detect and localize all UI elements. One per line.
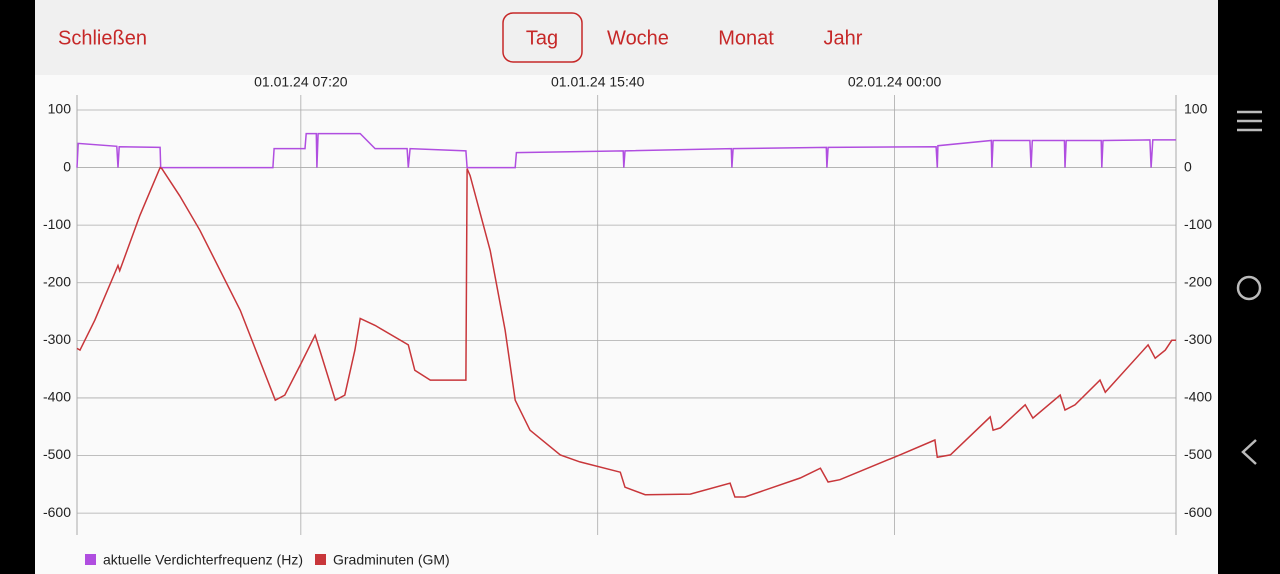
y-tick-label: -600: [43, 504, 71, 520]
x-tick-label: 01.01.24 15:40: [551, 74, 645, 90]
y-tick-label: -400: [43, 389, 71, 405]
series-line: [76, 132, 1176, 169]
legend-swatch: [315, 554, 326, 565]
tab[interactable]: Monat: [718, 27, 774, 49]
legend-label: Gradminuten (GM): [333, 552, 450, 568]
chart-area: [35, 75, 1218, 574]
y-tick-label: -300: [43, 331, 71, 347]
y2-tick-label: -400: [1184, 389, 1212, 405]
y-tick-label: 100: [48, 101, 72, 117]
home-icon[interactable]: [1236, 275, 1262, 301]
close-button[interactable]: Schließen: [58, 27, 147, 49]
y2-tick-label: -300: [1184, 331, 1212, 347]
y2-tick-label: -600: [1184, 504, 1212, 520]
legend-swatch: [85, 554, 96, 565]
y-tick-label: 0: [63, 158, 71, 174]
nav-bar: [1218, 0, 1280, 574]
y2-tick-label: 0: [1184, 158, 1192, 174]
y2-tick-label: -500: [1184, 446, 1212, 462]
legend-label: aktuelle Verdichterfrequenz (Hz): [103, 552, 303, 568]
x-tick-label: 02.01.24 00:00: [848, 74, 942, 90]
selected-tab-border: [502, 12, 583, 63]
y-tick-label: -100: [43, 216, 71, 232]
y2-tick-label: -200: [1184, 273, 1212, 289]
series-line: [76, 166, 1176, 498]
top-bar: [35, 0, 1218, 75]
tab[interactable]: Woche: [607, 27, 669, 49]
menu-icon[interactable]: [1237, 110, 1262, 132]
back-icon[interactable]: [1241, 439, 1257, 465]
tab[interactable]: Jahr: [824, 27, 863, 49]
y2-tick-label: 100: [1184, 101, 1208, 117]
y-tick-label: -500: [43, 446, 71, 462]
tab[interactable]: Tag: [526, 27, 558, 49]
x-tick-label: 01.01.24 07:20: [254, 74, 348, 90]
y2-tick-label: -100: [1184, 216, 1212, 232]
y-tick-label: -200: [43, 273, 71, 289]
